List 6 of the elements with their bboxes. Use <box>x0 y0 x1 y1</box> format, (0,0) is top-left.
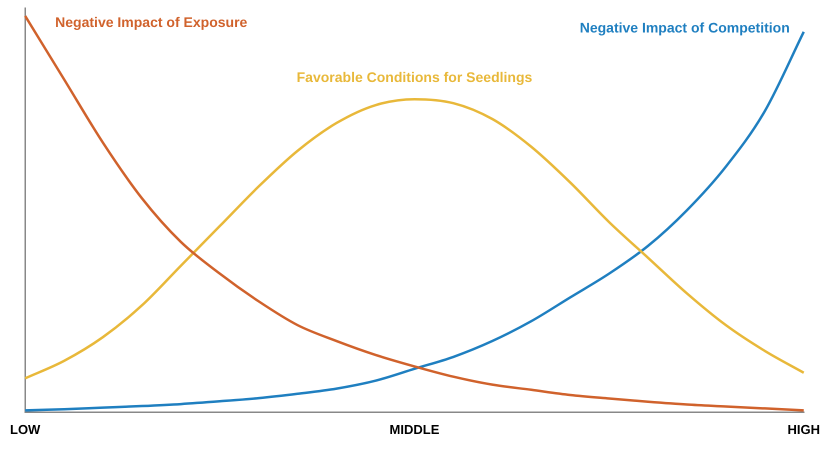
series-label: Negative Impact of Competition <box>580 20 790 36</box>
x-tick-label: LOW <box>10 422 42 437</box>
x-tick-label: HIGH <box>788 422 820 437</box>
x-tick-label: MIDDLE <box>390 422 440 437</box>
series-label: Negative Impact of Exposure <box>55 14 248 30</box>
series-label: Favorable Conditions for Seedlings <box>296 69 533 86</box>
